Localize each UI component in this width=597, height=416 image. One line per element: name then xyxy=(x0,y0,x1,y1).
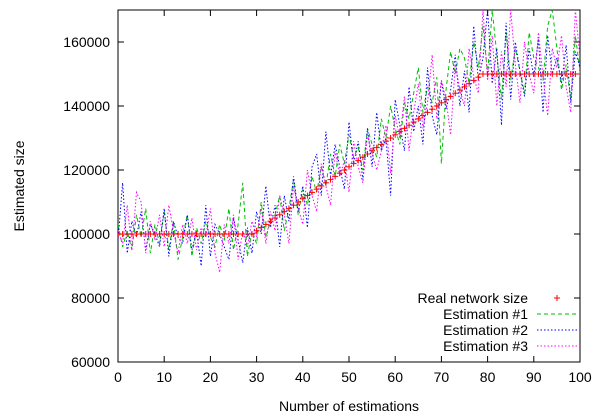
data-point xyxy=(382,138,389,145)
data-point xyxy=(281,208,288,215)
data-point xyxy=(461,83,468,90)
x-tick-label: 80 xyxy=(480,369,496,385)
data-point xyxy=(429,106,436,113)
data-point xyxy=(309,189,316,196)
x-tick-label: 10 xyxy=(156,369,172,385)
y-axis-label: Estimated size xyxy=(11,140,27,231)
x-tick-label: 50 xyxy=(341,369,357,385)
data-point xyxy=(355,157,362,164)
data-point xyxy=(387,135,394,141)
legend-label: Real network size xyxy=(418,290,529,306)
data-point xyxy=(322,179,329,186)
data-point xyxy=(470,77,477,84)
x-tick-label: 90 xyxy=(526,369,542,385)
x-tick-label: 0 xyxy=(114,369,122,385)
data-point xyxy=(318,183,325,189)
data-point xyxy=(364,151,371,157)
data-point xyxy=(272,215,279,221)
series-line-estimation-2 xyxy=(118,10,580,267)
legend-label: Estimation #3 xyxy=(443,338,528,354)
y-tick-label: 120000 xyxy=(63,162,110,178)
series-layer xyxy=(118,10,580,273)
data-point xyxy=(419,112,426,119)
data-point xyxy=(438,99,445,106)
data-point xyxy=(253,227,260,234)
data-point xyxy=(466,80,473,87)
data-point xyxy=(290,202,297,209)
x-axis-label: Number of estimations xyxy=(279,398,419,414)
x-tick-label: 60 xyxy=(387,369,403,385)
y-tick-label: 100000 xyxy=(63,226,110,242)
data-point xyxy=(415,115,422,122)
data-point xyxy=(262,221,269,228)
x-tick-label: 40 xyxy=(295,369,311,385)
legend-label: Estimation #1 xyxy=(443,306,528,322)
data-point xyxy=(350,160,357,167)
data-point xyxy=(447,93,454,100)
data-point xyxy=(336,170,343,177)
y-tick-label: 160000 xyxy=(63,34,110,50)
data-point xyxy=(392,131,399,138)
legend-swatch xyxy=(554,295,560,301)
x-tick-label: 30 xyxy=(249,369,265,385)
data-point xyxy=(475,74,482,81)
data-point xyxy=(313,186,320,193)
data-point xyxy=(369,147,376,154)
data-point xyxy=(304,192,311,199)
data-point xyxy=(424,109,431,116)
series-line-estimation-1 xyxy=(118,10,580,260)
y-tick-label: 80000 xyxy=(71,290,110,306)
data-point xyxy=(258,224,265,231)
data-point xyxy=(456,87,463,93)
x-tick-label: 20 xyxy=(203,369,219,385)
data-point xyxy=(401,125,408,132)
data-point xyxy=(373,144,380,151)
data-point xyxy=(452,90,459,97)
data-point xyxy=(396,128,403,135)
data-point xyxy=(327,176,334,183)
series-real-network-size xyxy=(118,71,580,237)
x-tick-label: 100 xyxy=(568,369,592,385)
data-point xyxy=(248,231,255,237)
data-point xyxy=(577,71,580,77)
data-point xyxy=(406,122,413,129)
data-point xyxy=(332,173,339,180)
data-point xyxy=(378,141,385,148)
data-point xyxy=(359,154,366,161)
legend-label: Estimation #2 xyxy=(443,322,528,338)
y-tick-label: 60000 xyxy=(71,354,110,370)
series-line-estimation-3 xyxy=(118,10,580,273)
data-point xyxy=(299,195,306,202)
data-point xyxy=(433,103,440,109)
data-point xyxy=(410,119,417,125)
data-point xyxy=(341,167,348,173)
data-point xyxy=(276,211,283,218)
data-point xyxy=(346,163,352,170)
data-point xyxy=(285,205,292,212)
data-point xyxy=(295,199,302,205)
y-tick-label: 140000 xyxy=(63,98,110,114)
x-tick-label: 70 xyxy=(434,369,450,385)
ticks: 0 10 20 30 40 50 60 70 80 90 100 60000 80000 100000 12… xyxy=(63,10,592,385)
data-point xyxy=(443,96,450,103)
data-point xyxy=(267,218,274,225)
